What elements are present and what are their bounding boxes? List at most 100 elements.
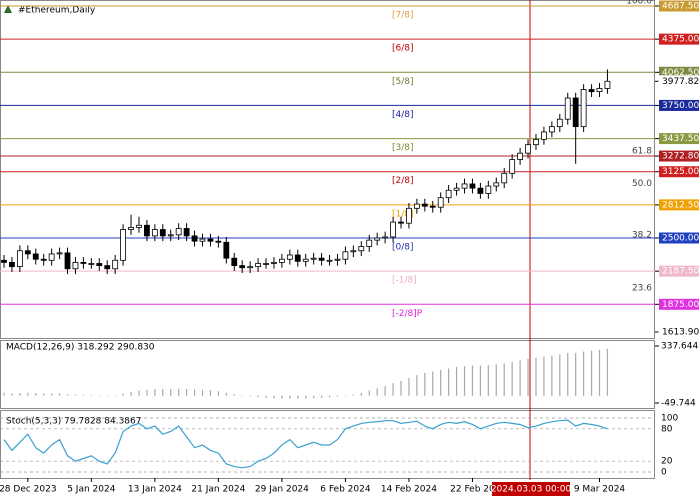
x-tick-label: 29 Jan 2024: [255, 485, 309, 495]
murrey-label: [-2/8]P: [392, 309, 423, 319]
macd-bar: [3, 392, 5, 396]
candle-body: [509, 159, 516, 174]
macd-bar: [471, 365, 474, 396]
macd-bar: [463, 366, 466, 396]
macd-bar: [432, 371, 434, 396]
macd-bar: [313, 395, 315, 399]
macd-bar: [344, 395, 347, 397]
candle-body: [120, 229, 126, 261]
candle-body: [16, 250, 23, 268]
macd-bar: [233, 394, 235, 396]
macd-bar: [392, 383, 394, 396]
macd-bar: [66, 394, 69, 396]
candle-body: [548, 126, 555, 133]
candle-body: [175, 228, 182, 236]
candle-body: [437, 197, 444, 208]
macd-bar: [455, 366, 458, 396]
candle-body: [207, 238, 214, 242]
y-tick-box: [659, 66, 699, 78]
candle-body: [151, 229, 158, 237]
macd-bar: [527, 358, 529, 396]
fib-label: 61.8: [632, 147, 652, 157]
y-tick-label: 20: [661, 457, 673, 467]
macd-bar: [162, 389, 164, 396]
macd-bar: [503, 363, 505, 396]
macd-bar: [583, 351, 585, 396]
candle-body: [231, 257, 238, 266]
candle-body: [294, 254, 301, 262]
candle-body: [517, 152, 523, 160]
macd-bar: [305, 395, 307, 399]
candle-body: [56, 252, 63, 255]
macd-bar: [209, 390, 212, 396]
stoch-line: [3, 419, 608, 469]
candle-body: [334, 258, 341, 261]
macd-bar: [106, 395, 108, 397]
macd-bar: [281, 395, 283, 399]
y-tick-label: 2500.00: [662, 234, 699, 244]
macd-bar: [265, 395, 267, 398]
macd-bar: [336, 395, 339, 397]
macd-bar: [241, 395, 243, 396]
candle-body: [167, 234, 174, 237]
macd-bar: [376, 388, 378, 396]
fib-label: 38.2: [632, 231, 652, 241]
macd-bar: [225, 392, 227, 396]
y-tick-label: 3272.80: [662, 152, 699, 162]
macd-bar: [416, 375, 418, 396]
candle-body: [104, 265, 111, 270]
x-tick-label: 28 Dec 2023: [0, 485, 57, 495]
macd-bar: [440, 369, 442, 396]
macd-bar: [74, 394, 77, 396]
candle-body: [533, 138, 539, 146]
macd-bar: [178, 388, 180, 396]
candle-body: [326, 259, 333, 262]
macd-bar: [51, 393, 53, 396]
macd-bar: [321, 395, 323, 398]
y-tick-label: 0: [661, 468, 667, 478]
macd-bar: [35, 393, 37, 396]
x-tick-label: 13 Jan 2024: [128, 485, 182, 495]
candle-body: [604, 80, 611, 89]
chart-title: #Ethereum,Daily: [18, 6, 96, 16]
candle-body: [588, 89, 595, 93]
macd-bar: [19, 393, 21, 396]
candle-body: [247, 266, 254, 269]
macd-bar: [495, 364, 497, 396]
candle-body: [96, 263, 103, 266]
macd-bar: [448, 368, 450, 396]
y-tick-box: [659, 199, 699, 211]
macd-bar: [590, 350, 593, 396]
candle-body: [24, 250, 31, 255]
candle-body: [183, 228, 190, 237]
macd-bar: [27, 392, 29, 396]
macd-bar: [598, 349, 601, 396]
candle-body: [382, 236, 389, 239]
y-tick-label: 337.644: [661, 342, 698, 352]
macd-bar: [138, 390, 140, 396]
main-panel: [0, 0, 655, 339]
candle-body: [88, 263, 95, 265]
candle-body: [271, 262, 277, 264]
y-tick-label: 1875.00: [662, 300, 699, 310]
candle-body: [366, 239, 373, 247]
x-tick-label: 6 Feb 2024: [320, 485, 371, 495]
macd-bar: [519, 360, 521, 396]
crosshair-box: [492, 482, 570, 496]
candle-body: [421, 203, 428, 207]
candle-body: [191, 235, 198, 242]
candle-body: [501, 172, 508, 184]
macd-bar: [257, 395, 259, 398]
y-tick-box: [659, 0, 699, 12]
macd-bar: [193, 389, 196, 396]
symbol-icon: [4, 5, 12, 13]
macd-bar: [559, 354, 561, 396]
candle-body: [144, 224, 150, 237]
y-tick-box: [658, 75, 700, 88]
macd-bar: [606, 348, 609, 396]
macd-bar: [130, 392, 132, 396]
candle-body: [9, 262, 15, 268]
y-tick-label: 1613.90: [662, 328, 699, 338]
macd-bar: [11, 393, 13, 396]
